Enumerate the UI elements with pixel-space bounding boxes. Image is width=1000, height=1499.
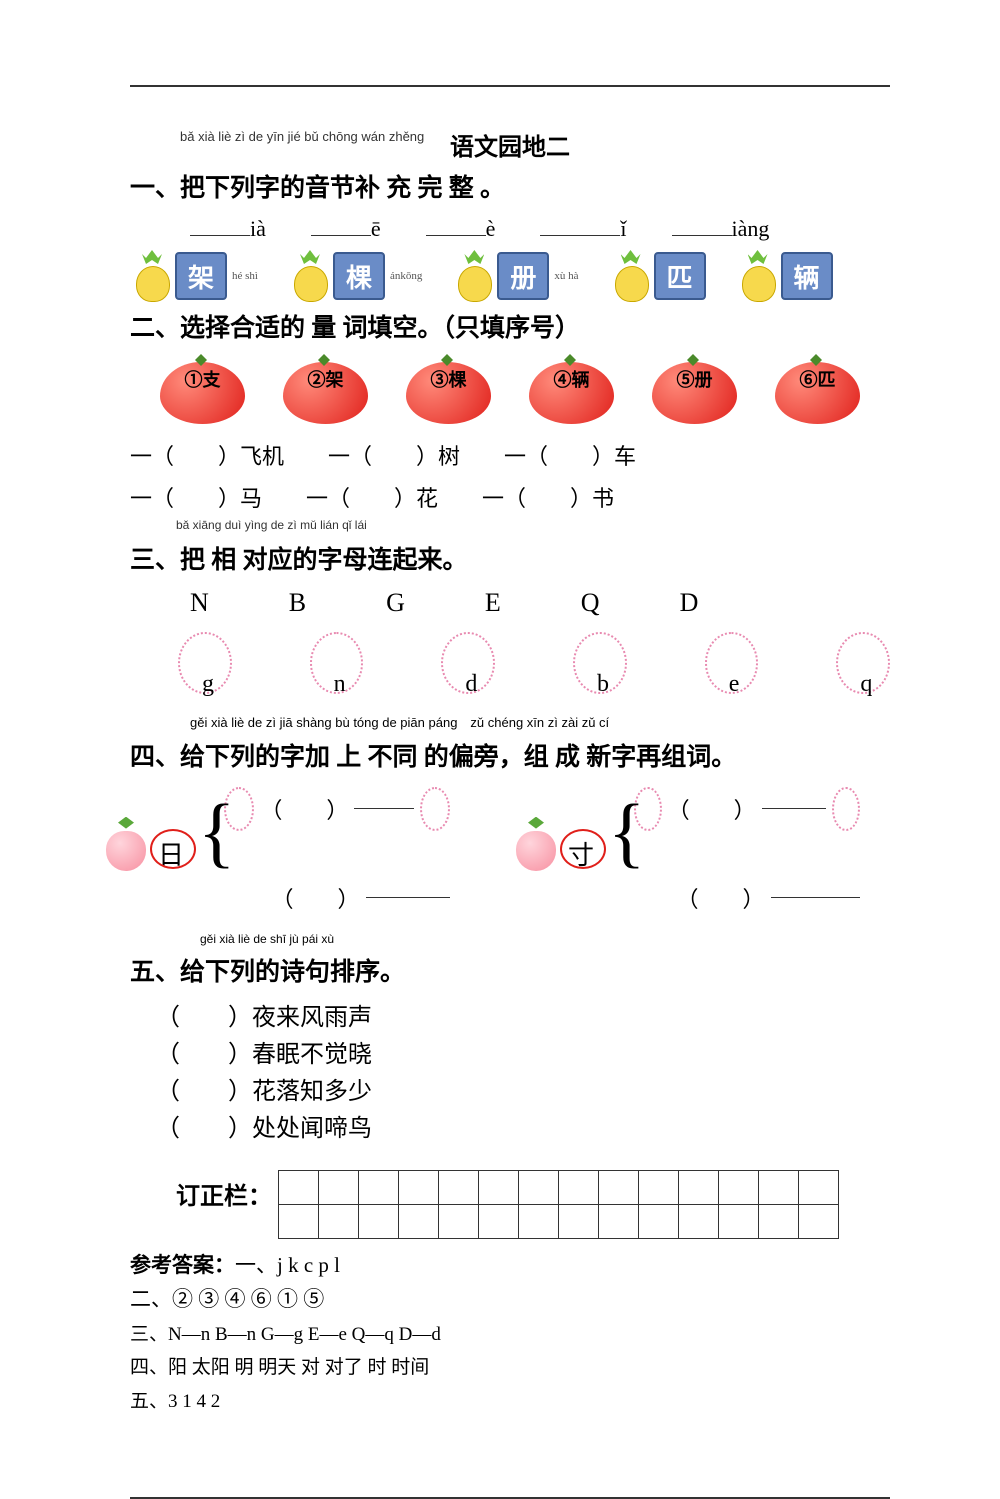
s1-item: 册xù hà	[452, 250, 578, 302]
s3-upper: B	[289, 588, 306, 618]
s1-chars-row: 架hé shì 棵ánkōng 册xù hà 匹 辆	[130, 250, 890, 302]
s1-item: 匹	[609, 250, 706, 302]
s4-left-col: （ ） 日 { （ ）	[150, 785, 450, 922]
s1-ending: iàng	[672, 216, 770, 242]
ans-3: 三、N—n B—n G—g E—e Q—q D—d	[130, 1324, 441, 1345]
flower-circle: b	[573, 632, 627, 694]
s1-ending: è	[426, 216, 496, 242]
s1-endings-row: ià ē è ǐ iàng	[190, 216, 890, 242]
s5-line: （ ）处处闻啼鸟	[156, 1111, 890, 1148]
brace-icon: {	[198, 797, 235, 867]
pineapple-icon	[609, 250, 653, 302]
s3-upper: Q	[581, 588, 600, 618]
tomato-option: ③棵	[406, 362, 491, 424]
pineapple-icon	[130, 250, 174, 302]
s3-upper: E	[485, 588, 501, 618]
flower-circle: g	[178, 632, 232, 694]
ans-2: 二、② ③ ④ ⑥ ① ⑤	[130, 1287, 324, 1311]
s3-heading: 三、把 相 对应的字母连起来。	[130, 540, 890, 576]
correction-grid	[278, 1170, 839, 1239]
s1-item: 辆	[736, 250, 833, 302]
flower-circle: q	[836, 632, 890, 694]
char-box: 册	[497, 252, 549, 300]
correction-grid-wrap: 订正栏：	[176, 1170, 890, 1239]
red-circle	[560, 829, 606, 869]
top-rule	[130, 85, 890, 87]
ans-5: 五、3 1 4 2	[130, 1391, 220, 1412]
answers-block: 参考答案：一、j k c p l 二、② ③ ④ ⑥ ① ⑤ 三、N—n B—n…	[130, 1249, 890, 1417]
s3-upper: D	[680, 588, 699, 618]
pineapple-icon	[288, 250, 332, 302]
peach-icon	[106, 821, 152, 871]
s1-ending: ē	[311, 216, 381, 242]
red-circle	[150, 829, 196, 869]
tomato-option: ⑥匹	[775, 362, 860, 424]
s4-right-col: （ ） 寸 { （ ）	[560, 785, 860, 922]
s5-line: （ ）夜来风雨声	[156, 1000, 890, 1037]
flower-small	[832, 787, 860, 831]
pineapple-icon	[452, 250, 496, 302]
s4-row: （ ）	[224, 787, 450, 831]
s5-list: （ ）夜来风雨声 （ ）春眠不觉晓 （ ）花落知多少 （ ）处处闻啼鸟	[156, 1000, 890, 1149]
s4-row: （ ）	[634, 876, 860, 920]
char-box: 架	[175, 252, 227, 300]
char-box: 辆	[781, 252, 833, 300]
s2-heading: 二、选择合适的 量 词填空。（只填序号）	[130, 308, 890, 344]
s1-ending: ià	[190, 216, 266, 242]
flower-circle: n	[310, 632, 364, 694]
char-box: 棵	[333, 252, 385, 300]
s3-upper-row: N B G E Q D	[190, 588, 890, 618]
tomato-option: ②架	[283, 362, 368, 424]
s2-pinyin-under: bǎ xiāng duì yìng de zì mǔ lián qǐ lái	[176, 518, 890, 532]
s1-item: 棵ánkōng	[288, 250, 422, 302]
pineapple-icon	[736, 250, 780, 302]
s3-pinyin-under: gěi xià liè de zì jiā shàng bù tóng de p…	[190, 712, 890, 731]
correction-label: 订正栏：	[176, 1170, 272, 1211]
tomato-option: ④辆	[529, 362, 614, 424]
s2-line1: 一（ ）飞机 一（ ）树 一（ ）车	[130, 436, 890, 478]
ans-1: 一、j k c p l	[235, 1253, 340, 1277]
title-row: bǎ xià liè zì de yīn jié bǔ chōng wán zh…	[130, 127, 890, 162]
ans-4: 四、阳 太阳 明 明天 对 对了 时 时间	[130, 1357, 429, 1378]
s3-upper: N	[190, 588, 209, 618]
flower-circle: e	[705, 632, 759, 694]
s4-row: （ ）	[634, 787, 860, 831]
s5-heading: 五、给下列的诗句排序。	[130, 952, 890, 988]
s2-options-row: ①支 ②架 ③棵 ④辆 ⑤册 ⑥匹	[160, 362, 890, 424]
flower-circle: d	[441, 632, 495, 694]
answers-label: 参考答案：	[130, 1253, 235, 1277]
s4-wrap: （ ） 日 { （ ） （ ） 寸 { （ ）	[150, 785, 890, 922]
s1-item: 架hé shì	[130, 250, 258, 302]
s4-row: （ ）	[224, 876, 450, 920]
s5-line: （ ）花落知多少	[156, 1074, 890, 1111]
tomato-option: ①支	[160, 362, 245, 424]
flower-small	[420, 787, 450, 831]
tomato-option: ⑤册	[652, 362, 737, 424]
page-title: 语文园地二	[450, 127, 570, 162]
s2-fill-blanks: 一（ ）飞机 一（ ）树 一（ ）车 一（ ）马 一（ ）花 一（ ）书	[130, 436, 890, 520]
s3-upper: G	[386, 588, 405, 618]
s2-line2: 一（ ）马 一（ ）花 一（ ）书	[130, 478, 890, 520]
char-box: 匹	[654, 252, 706, 300]
s5-line: （ ）春眠不觉晓	[156, 1037, 890, 1074]
s4-heading: 四、给下列的字加 上 不同 的偏旁，组 成 新字再组词。	[130, 737, 890, 773]
s3-lower-row: g n d b e q	[178, 632, 890, 694]
title-pinyin: bǎ xià liè zì de yīn jié bǔ chōng wán zh…	[180, 129, 424, 144]
brace-icon: {	[608, 797, 645, 867]
peach-icon	[516, 821, 562, 871]
s4-pinyin-under: gěi xià liè de shī jù pái xù	[200, 932, 890, 946]
s1-ending: ǐ	[540, 216, 626, 242]
s1-heading: 一、把下列字的音节补 充 完 整 。	[130, 168, 890, 204]
